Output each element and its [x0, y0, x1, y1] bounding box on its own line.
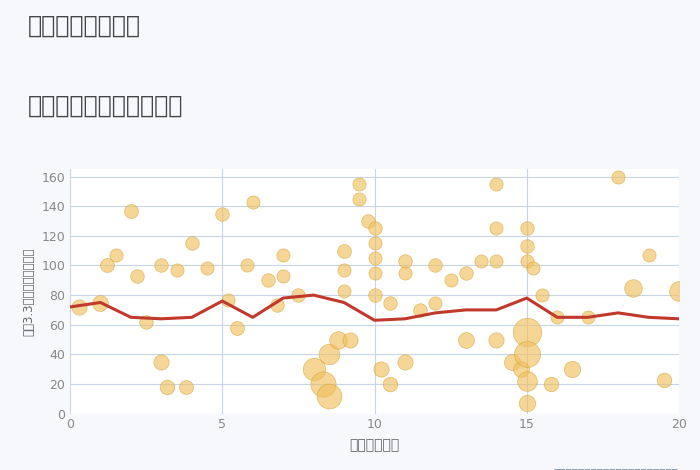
Point [506, 358, 517, 366]
Point [521, 225, 532, 232]
Point [74, 303, 85, 311]
Point [552, 313, 563, 321]
Point [515, 365, 526, 373]
Point [475, 257, 486, 265]
Point [461, 269, 472, 277]
Point [643, 251, 655, 259]
Point [399, 358, 410, 366]
Point [339, 247, 350, 254]
Point [247, 198, 258, 205]
Point [241, 262, 252, 269]
Point [375, 365, 386, 373]
Point [293, 291, 304, 299]
Point [262, 276, 274, 284]
Y-axis label: 坪（3.3㎡）単価（万円）: 坪（3.3㎡）単価（万円） [22, 247, 36, 336]
Point [521, 400, 532, 407]
Point [399, 269, 410, 277]
Point [369, 269, 380, 277]
Point [536, 291, 547, 299]
X-axis label: 駅距離（分）: 駅距離（分） [349, 439, 400, 453]
Text: 駅距離別中古戸建て価格: 駅距離別中古戸建て価格 [28, 94, 183, 118]
Point [277, 251, 289, 259]
Point [521, 329, 532, 336]
Point [132, 272, 143, 280]
Point [344, 336, 356, 343]
Point [217, 210, 228, 218]
Point [339, 287, 350, 294]
Point [461, 336, 472, 343]
Point [521, 351, 532, 358]
Point [521, 377, 532, 385]
Point [186, 240, 197, 247]
Point [491, 180, 502, 188]
Point [354, 195, 365, 203]
Point [232, 324, 243, 331]
Point [277, 272, 289, 280]
Point [141, 318, 152, 326]
Point [527, 265, 538, 272]
Point [384, 380, 395, 388]
Point [125, 207, 136, 214]
Point [384, 299, 395, 306]
Point [339, 266, 350, 274]
Point [628, 284, 639, 291]
Point [369, 240, 380, 247]
Point [363, 217, 374, 225]
Point [658, 376, 669, 384]
Text: 円の大きさは、取引のあった物件面積を示す: 円の大きさは、取引のあった物件面積を示す [554, 467, 679, 470]
Point [223, 296, 234, 303]
Point [491, 257, 502, 265]
Point [332, 336, 344, 343]
Point [582, 313, 594, 321]
Point [110, 251, 121, 259]
Point [156, 262, 167, 269]
Point [354, 180, 365, 188]
Point [673, 287, 685, 294]
Point [171, 266, 182, 274]
Point [445, 276, 456, 284]
Point [369, 291, 380, 299]
Point [567, 365, 578, 373]
Point [317, 380, 328, 388]
Point [521, 243, 532, 250]
Point [491, 225, 502, 232]
Point [308, 365, 319, 373]
Point [101, 262, 112, 269]
Point [414, 306, 426, 313]
Point [369, 225, 380, 232]
Point [272, 302, 283, 309]
Point [521, 257, 532, 265]
Point [162, 383, 173, 391]
Point [323, 351, 335, 358]
Point [399, 257, 410, 265]
Point [612, 173, 624, 180]
Point [491, 336, 502, 343]
Point [323, 392, 335, 399]
Point [430, 262, 441, 269]
Point [156, 358, 167, 366]
Point [180, 383, 191, 391]
Point [430, 299, 441, 306]
Point [202, 265, 213, 272]
Text: 兵庫県西飾磨駅の: 兵庫県西飾磨駅の [28, 14, 141, 38]
Point [95, 299, 106, 306]
Point [545, 380, 557, 388]
Point [369, 254, 380, 262]
